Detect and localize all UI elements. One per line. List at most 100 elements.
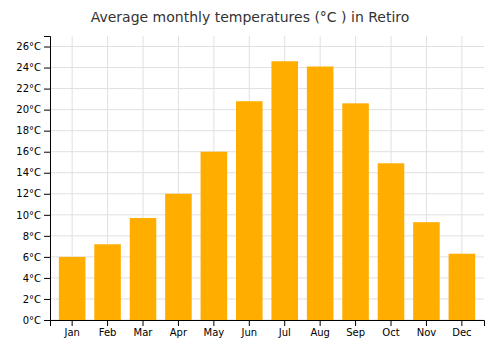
tick: 18°C [16,125,50,136]
tick-label: Oct [382,327,399,338]
tick-mark [44,68,50,69]
tick-label: Feb [99,327,117,338]
bar [307,67,334,320]
tick-mark [44,299,50,300]
bar [130,218,157,320]
tick: Jan [63,320,79,338]
tick-label: 4°C [23,273,41,284]
tick-mark [284,320,285,326]
bar [342,103,369,320]
tick-mark [213,320,214,326]
tick-label: 0°C [23,315,41,326]
tick-label: Jun [240,327,257,338]
tick: Jul [278,320,291,338]
tick-mark [44,110,50,111]
tick-label: Nov [417,327,437,338]
grid-line [50,151,484,152]
bar [59,257,86,320]
tick-mark [249,320,250,326]
tick: 16°C [16,146,50,157]
grid-line [50,67,484,68]
tick-mark [44,131,50,132]
tick-label: 20°C [16,104,41,115]
grid-line [50,130,484,131]
tick: Apr [170,320,188,338]
tick-mark [44,257,50,258]
tick-mark [44,278,50,279]
tick-label: 14°C [16,167,41,178]
bar [271,61,298,320]
tick-mark [107,320,108,326]
tick-mark [355,320,356,326]
chart: Average monthly temperatures (°C ) in Re… [0,0,500,350]
tick: Sep [346,320,365,338]
bar [378,163,405,320]
tick-label: 26°C [16,41,41,52]
tick: 8°C [23,231,50,242]
plot: Jan Feb Mar Apr May Jun Jul Aug Sep Oct Nov Dec 0°C 2… [16,36,484,338]
tick-mark [44,173,50,174]
axis-line [51,321,485,327]
grid-line [50,214,484,215]
tick-label: 8°C [23,231,41,242]
tick-label: 16°C [16,146,41,157]
tick-label: Sep [346,327,365,338]
tick: 12°C [16,188,50,199]
bar [449,254,476,320]
tick: 20°C [16,104,50,115]
tick: 14°C [16,167,50,178]
tick: 24°C [16,62,50,73]
tick: 22°C [16,83,50,94]
tick-label: 18°C [16,125,41,136]
tick-label: 10°C [16,210,41,221]
tick-label: 6°C [23,252,41,263]
tick: Oct [382,320,399,338]
grid [50,36,484,320]
tick-mark [426,320,427,326]
bar [236,101,263,320]
tick: Feb [99,320,117,338]
tick: Aug [310,320,330,338]
tick: May [204,320,225,338]
tick-mark [143,320,144,326]
tick-label: 2°C [23,294,41,305]
tick: 6°C [23,252,50,263]
bar [94,244,121,320]
tick-label: Aug [310,327,330,338]
tick: 26°C [16,41,50,52]
tick-mark [44,89,50,90]
grid-line [50,172,484,173]
tick-mark [44,194,50,195]
tick: 4°C [23,273,50,284]
bar [201,152,228,320]
tick: Nov [417,320,437,338]
tick-label: 12°C [16,188,41,199]
grid-line [50,193,484,194]
tick-label: Dec [452,327,471,338]
tick-label: 24°C [16,62,41,73]
y-axis: 0°C 2°C 4°C 6°C 8°C 10°C 12°C 14°C 16°C 18°C 20°C 2… [16,37,50,326]
bars [59,61,475,320]
tick-mark [72,320,73,326]
tick-mark [461,320,462,326]
bar [165,194,192,320]
tick: 0°C [23,315,50,326]
tick-label: Apr [170,327,188,338]
tick: Dec [452,320,471,338]
tick: Jun [240,320,257,338]
x-axis: Jan Feb Mar Apr May Jun Jul Aug Sep Oct Nov Dec [51,320,485,338]
tick: 2°C [23,294,50,305]
grid-line [50,109,484,110]
tick-mark [44,47,50,48]
tick-mark [320,320,321,326]
axis-line [44,37,51,321]
tick-label: Mar [134,327,154,338]
tick-label: Jul [278,327,291,338]
tick-label: May [204,327,225,338]
tick-mark [44,152,50,153]
tick: 10°C [16,210,50,221]
bar [413,222,440,320]
grid-line [50,46,484,47]
tick-mark [44,236,50,237]
tick: Mar [134,320,154,338]
